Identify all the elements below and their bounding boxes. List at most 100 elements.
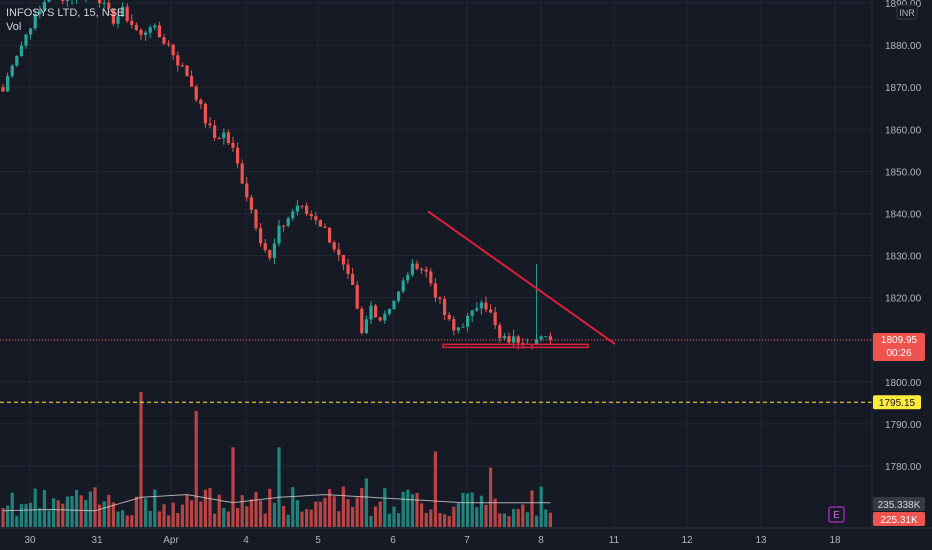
volume-bar[interactable]	[263, 513, 267, 527]
volume-bar[interactable]	[300, 511, 304, 527]
candle-body[interactable]	[47, 0, 51, 2]
candle-body[interactable]	[378, 317, 382, 321]
volume-bar[interactable]	[392, 506, 396, 527]
volume-bar[interactable]	[305, 508, 309, 527]
volume-bar[interactable]	[203, 489, 207, 527]
volume-bar[interactable]	[429, 509, 433, 527]
volume-bar[interactable]	[420, 503, 424, 527]
volume-bar[interactable]	[190, 500, 194, 527]
volume-bar[interactable]	[479, 495, 483, 527]
volume-bar[interactable]	[309, 509, 313, 527]
candle-body[interactable]	[139, 29, 143, 35]
candle-body[interactable]	[240, 163, 244, 184]
candle-body[interactable]	[452, 319, 456, 331]
candle-body[interactable]	[364, 319, 368, 334]
candle-body[interactable]	[144, 32, 148, 35]
volume-bar[interactable]	[75, 489, 79, 527]
volume-bar[interactable]	[282, 505, 286, 527]
volume-bar[interactable]	[245, 506, 249, 527]
volume-bar[interactable]	[406, 489, 410, 527]
candle-body[interactable]	[341, 254, 345, 265]
volume-bar[interactable]	[295, 500, 299, 527]
volume-bar[interactable]	[236, 507, 240, 527]
volume-bar[interactable]	[102, 501, 106, 527]
candle-body[interactable]	[401, 280, 405, 292]
volume-bar[interactable]	[351, 506, 355, 527]
volume-bar[interactable]	[213, 513, 217, 527]
volume-bar[interactable]	[167, 515, 171, 527]
candle-body[interactable]	[489, 309, 493, 313]
volume-bar[interactable]	[387, 513, 391, 527]
volume-bar[interactable]	[10, 492, 14, 527]
candle-body[interactable]	[512, 336, 516, 343]
volume-bar[interactable]	[318, 501, 322, 527]
candle-body[interactable]	[309, 213, 313, 217]
volume-bar[interactable]	[139, 392, 143, 527]
volume-bar[interactable]	[484, 504, 488, 527]
volume-bar[interactable]	[328, 489, 332, 527]
volume-bar[interactable]	[217, 494, 221, 527]
volume-bar[interactable]	[98, 504, 102, 527]
candle-body[interactable]	[208, 123, 212, 126]
candle-body[interactable]	[291, 211, 295, 219]
currency-box[interactable]	[896, 4, 918, 20]
candle-body[interactable]	[15, 56, 19, 66]
candle-body[interactable]	[475, 308, 479, 311]
candle-body[interactable]	[277, 225, 281, 244]
candle-body[interactable]	[548, 336, 552, 340]
candle-body[interactable]	[456, 327, 460, 331]
support-zone-rectangle[interactable]	[442, 343, 589, 349]
volume-bar[interactable]	[226, 511, 230, 527]
volume-bar[interactable]	[259, 500, 263, 527]
candle-body[interactable]	[185, 65, 189, 77]
candle-body[interactable]	[176, 55, 180, 66]
volume-bar[interactable]	[208, 488, 212, 527]
volume-bar[interactable]	[162, 504, 166, 527]
volume-bar[interactable]	[323, 497, 327, 527]
volume-bar[interactable]	[180, 504, 184, 527]
volume-bar[interactable]	[15, 516, 19, 527]
candle-body[interactable]	[282, 225, 286, 227]
candle-body[interactable]	[351, 273, 355, 285]
volume-bar[interactable]	[130, 515, 134, 527]
candle-body[interactable]	[254, 209, 258, 229]
candle-body[interactable]	[429, 271, 433, 284]
volume-bar[interactable]	[337, 511, 341, 527]
volume-bar[interactable]	[433, 451, 437, 527]
volume-bar[interactable]	[185, 494, 189, 527]
alert-price-tag[interactable]	[873, 395, 921, 410]
candle-body[interactable]	[516, 336, 520, 344]
volume-label[interactable]: Vol	[6, 21, 22, 33]
candle-body[interactable]	[107, 2, 111, 9]
volume-bar[interactable]	[121, 510, 125, 527]
volume-bar[interactable]	[397, 513, 401, 527]
volume-bar[interactable]	[415, 492, 419, 527]
candle-body[interactable]	[479, 302, 483, 309]
volume-bar[interactable]	[33, 488, 37, 527]
volume-bar[interactable]	[374, 506, 378, 527]
volume-bar[interactable]	[498, 513, 502, 527]
candle-body[interactable]	[268, 250, 272, 258]
candle-body[interactable]	[374, 305, 378, 318]
volume-bar[interactable]	[268, 488, 272, 527]
volume-bar[interactable]	[107, 494, 111, 527]
candle-body[interactable]	[236, 147, 240, 164]
volume-bar[interactable]	[507, 516, 511, 527]
candle-body[interactable]	[300, 205, 304, 207]
volume-bar[interactable]	[116, 511, 120, 527]
volume-bar[interactable]	[364, 478, 368, 527]
candle-body[interactable]	[392, 300, 396, 309]
candle-body[interactable]	[65, 0, 69, 1]
candle-body[interactable]	[332, 242, 336, 250]
candle-body[interactable]	[424, 269, 428, 272]
candle-body[interactable]	[226, 132, 230, 143]
candle-body[interactable]	[498, 325, 502, 339]
candle-body[interactable]	[222, 132, 226, 139]
candle-body[interactable]	[466, 315, 470, 327]
candle-body[interactable]	[410, 263, 414, 275]
candle-body[interactable]	[447, 314, 451, 320]
volume-bar[interactable]	[360, 488, 364, 527]
volume-bar[interactable]	[171, 502, 175, 527]
candle-body[interactable]	[148, 27, 152, 33]
volume-bar[interactable]	[369, 515, 373, 527]
